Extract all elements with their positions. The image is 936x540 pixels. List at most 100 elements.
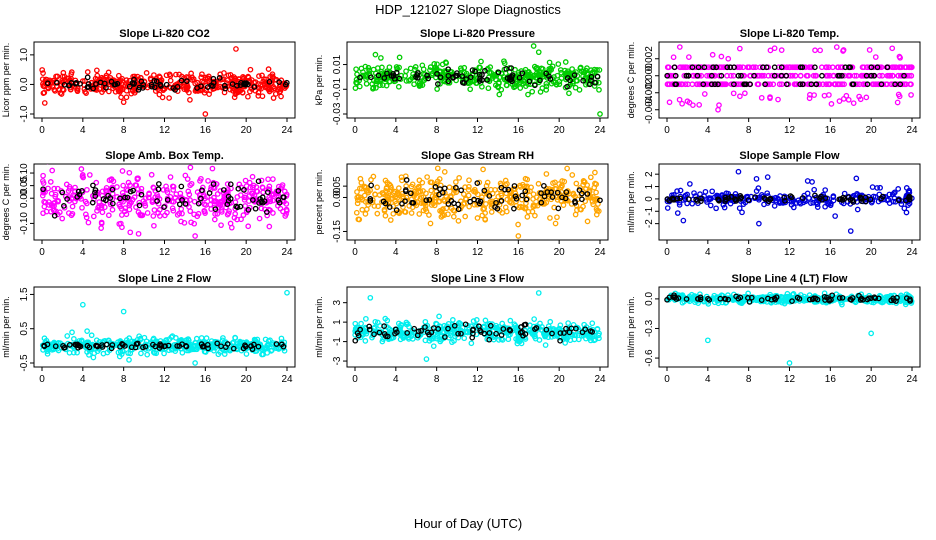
reference-point	[140, 344, 146, 351]
reference-point	[580, 77, 586, 84]
reference-point	[198, 195, 204, 202]
data-point	[433, 320, 439, 327]
data-point	[214, 211, 221, 217]
reference-point	[109, 342, 116, 348]
data-point	[365, 64, 372, 71]
data-point	[256, 215, 263, 222]
reference-point	[697, 294, 704, 301]
data-point	[217, 198, 224, 205]
data-point	[561, 178, 568, 185]
reference-point	[698, 195, 704, 202]
data-point	[199, 71, 205, 78]
reference-point	[441, 185, 448, 192]
data-point	[217, 349, 223, 355]
data-point	[150, 335, 157, 342]
reference-point	[462, 321, 469, 328]
data-point	[208, 341, 215, 347]
data-point	[167, 73, 174, 79]
data-point	[560, 202, 567, 209]
reference-point	[250, 197, 256, 203]
data-point	[817, 47, 823, 54]
data-point	[691, 190, 697, 196]
data-point	[388, 187, 395, 194]
x-tick-label: 20	[241, 247, 253, 258]
data-point	[556, 81, 563, 88]
data-point	[94, 208, 100, 214]
reference-point	[237, 82, 244, 88]
reference-point	[178, 77, 185, 84]
outlier-point	[725, 55, 732, 62]
reference-point	[778, 64, 785, 71]
data-point	[167, 174, 174, 180]
data-point	[786, 64, 793, 71]
data-point	[197, 178, 203, 184]
data-point	[674, 210, 681, 216]
data-point	[426, 212, 432, 218]
data-point	[690, 102, 696, 109]
reference-point	[817, 195, 823, 202]
data-point	[428, 187, 435, 194]
data-point	[529, 88, 536, 95]
reference-point	[155, 186, 162, 193]
data-point	[465, 192, 472, 199]
data-point	[434, 86, 440, 92]
reference-point	[781, 194, 788, 201]
data-point	[79, 172, 86, 178]
reference-point	[594, 73, 601, 80]
data-point	[518, 340, 525, 347]
reference-point	[584, 191, 591, 197]
reference-point	[731, 81, 737, 88]
data-point	[241, 196, 248, 203]
reference-point	[436, 191, 442, 198]
data-point	[173, 191, 180, 198]
reference-point	[230, 345, 237, 352]
reference-point	[498, 332, 505, 338]
reference-point	[163, 81, 170, 88]
x-tick-label: 24	[906, 374, 918, 385]
data-point	[778, 47, 785, 53]
data-point	[737, 93, 743, 100]
data-point	[374, 319, 381, 326]
data-point	[123, 94, 130, 101]
reference-point	[708, 72, 715, 79]
data-point	[742, 90, 748, 97]
data-point	[890, 198, 897, 205]
data-point	[706, 72, 713, 79]
reference-point	[278, 341, 285, 348]
data-point	[138, 189, 144, 195]
reference-point	[282, 81, 289, 88]
reference-point	[138, 78, 145, 85]
data-point	[845, 96, 852, 103]
data-point	[427, 67, 433, 73]
data-point	[767, 94, 773, 100]
reference-point	[75, 188, 82, 195]
reference-point	[53, 79, 60, 86]
outlier-point	[704, 337, 711, 344]
data-point	[138, 185, 145, 192]
panel-title: Slope Li-820 CO2	[119, 28, 209, 40]
data-point	[876, 72, 883, 79]
data-point	[429, 193, 436, 199]
data-point	[889, 72, 896, 79]
data-point	[709, 51, 716, 58]
data-point	[515, 221, 521, 228]
data-point	[374, 210, 381, 217]
y-tick-label: 0.10	[19, 163, 30, 183]
data-point	[463, 196, 469, 203]
data-point	[249, 173, 256, 180]
data-point	[169, 333, 176, 339]
reference-point	[486, 336, 493, 343]
data-point	[232, 334, 238, 341]
data-point	[157, 74, 163, 81]
data-point	[831, 81, 838, 88]
data-point	[358, 185, 365, 192]
data-point	[811, 186, 818, 193]
y-axis-label: kPa per min.	[314, 55, 324, 106]
data-point	[764, 190, 771, 197]
reference-point	[249, 346, 256, 353]
data-point	[83, 90, 89, 96]
reference-point	[738, 72, 744, 79]
data-point	[541, 201, 548, 207]
data-point	[427, 179, 434, 186]
